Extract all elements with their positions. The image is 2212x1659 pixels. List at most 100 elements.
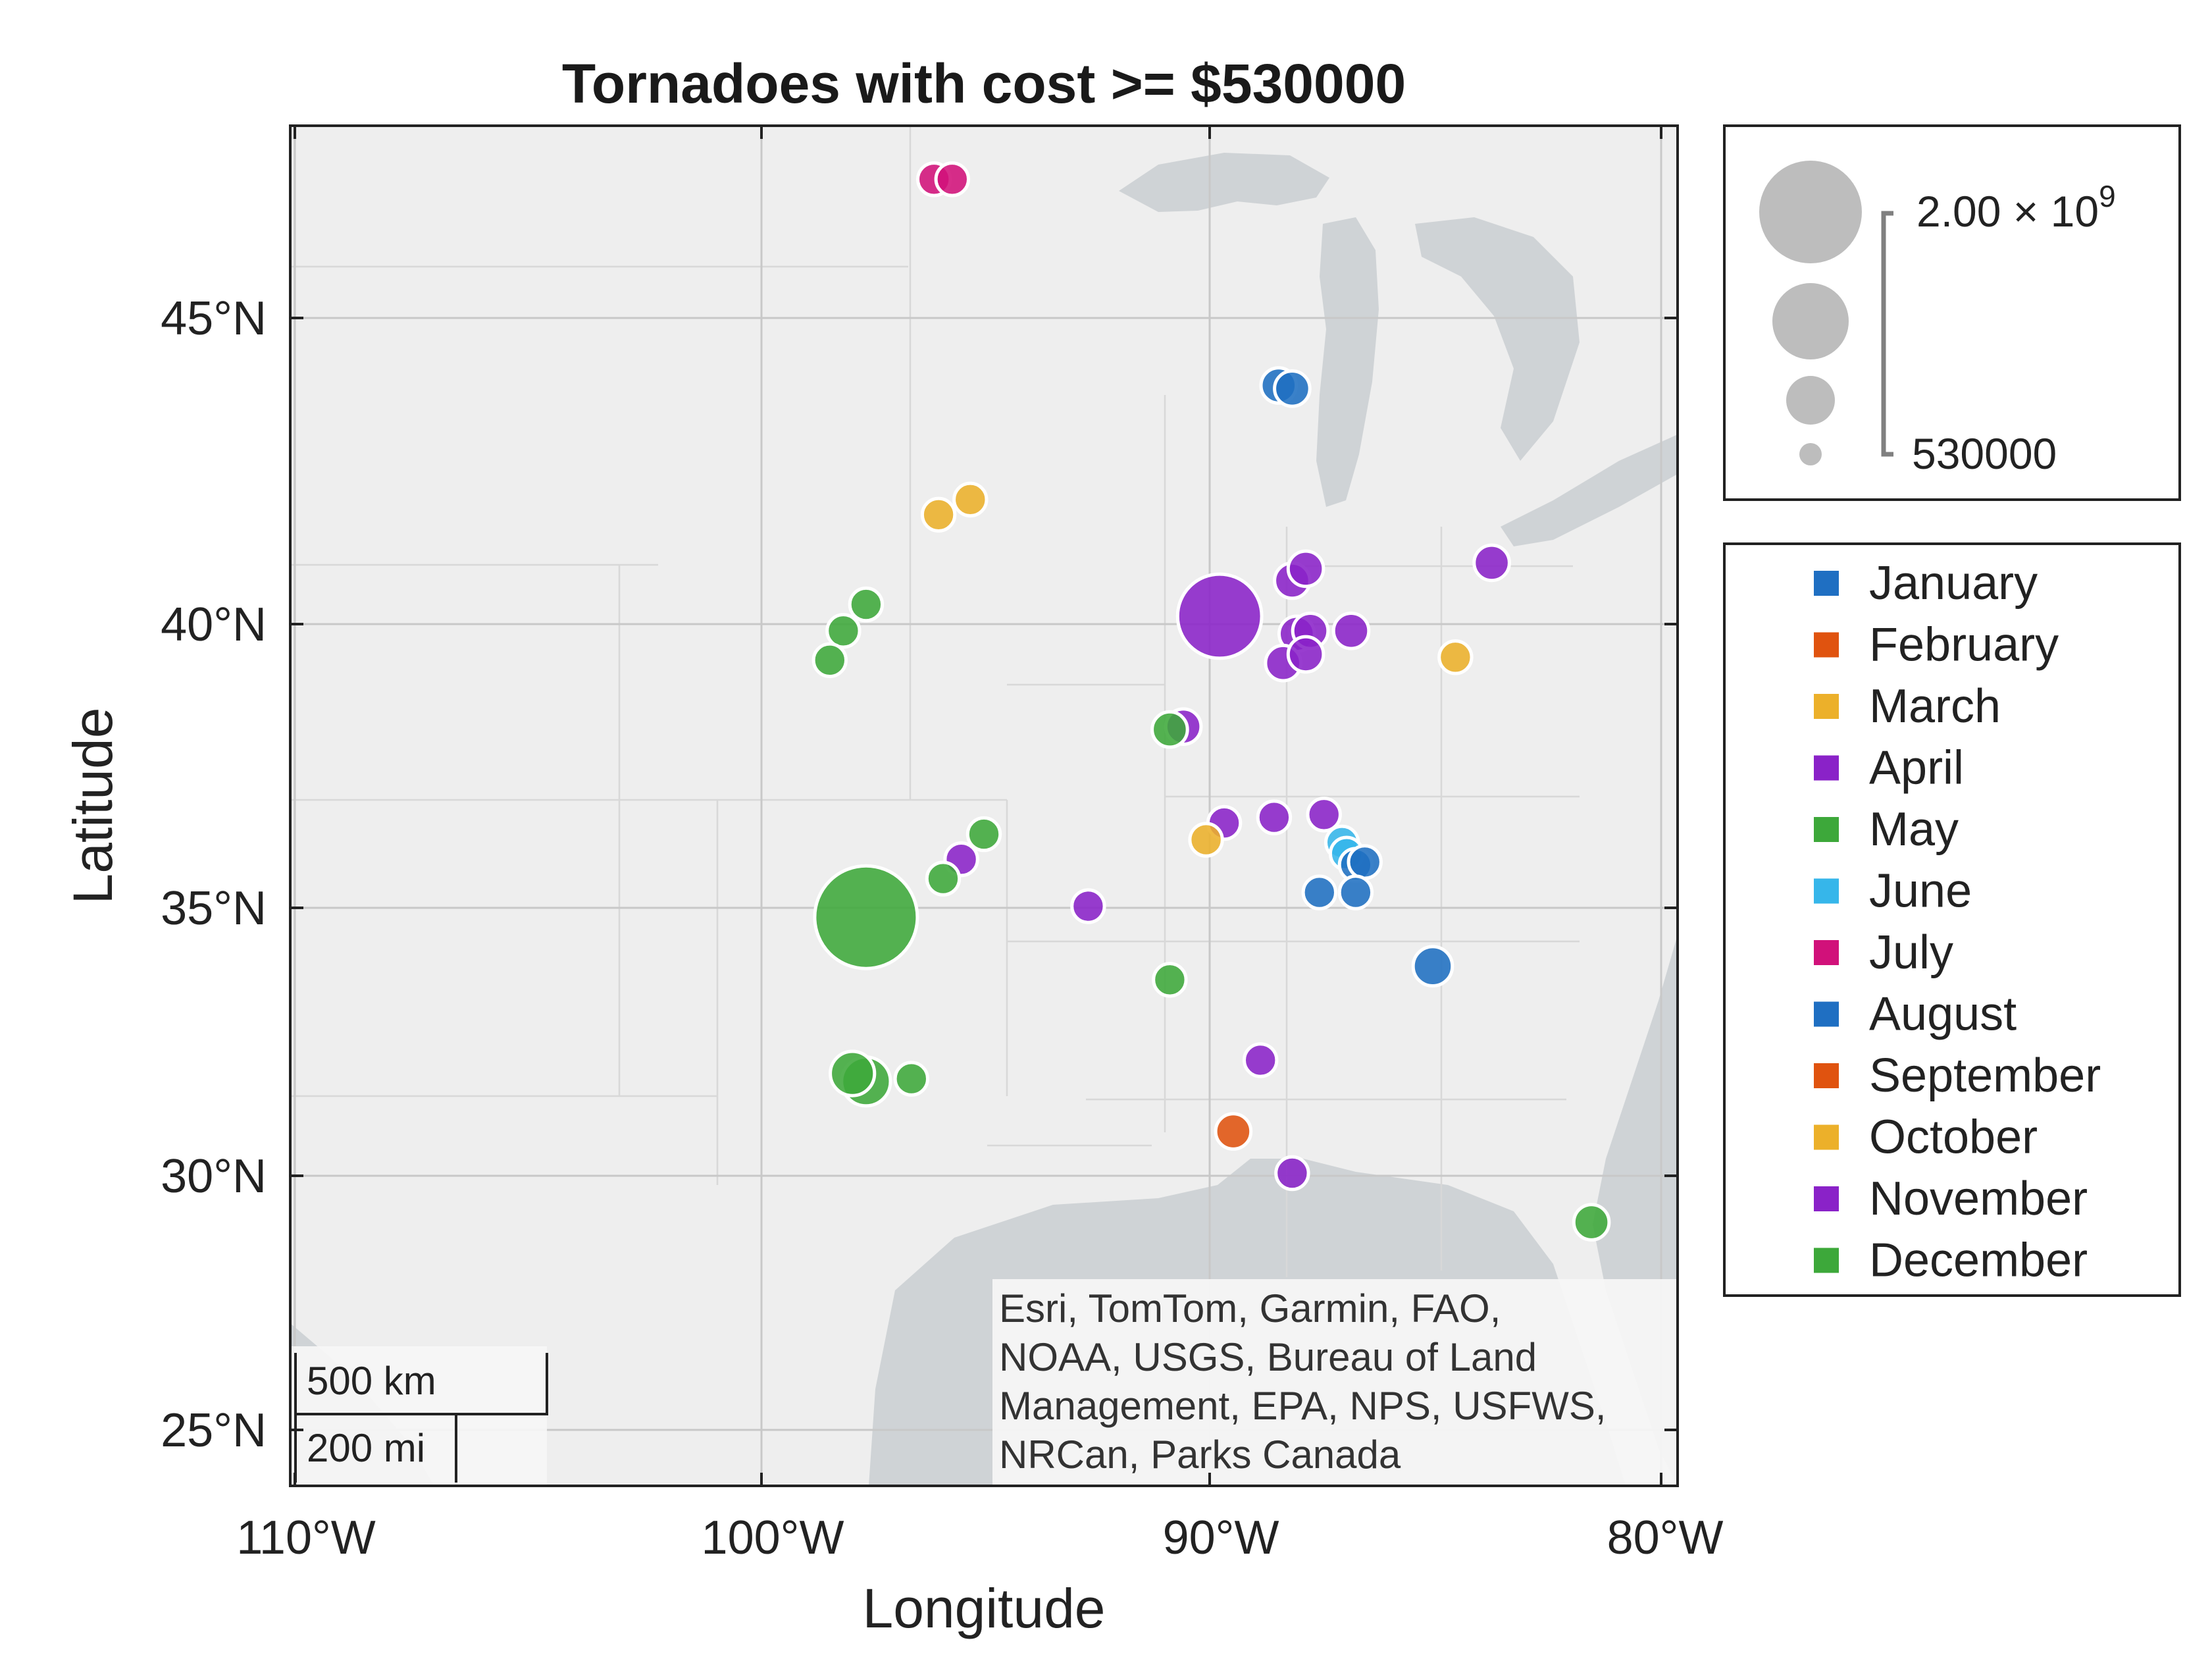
x-axis-label: Longitude (862, 1577, 1105, 1639)
tornado-point-march (1437, 639, 1474, 675)
legend-label-july: July (1869, 926, 1953, 979)
legend-swatch-july (1814, 940, 1839, 965)
legend-label-december: December (1869, 1234, 2088, 1287)
legend-label-october: October (1869, 1111, 2038, 1164)
tornado-point-march (952, 481, 989, 517)
attribution-line-1: Esri, TomTom, Garmin, FAO, (999, 1286, 1501, 1330)
legend-label-march: March (1869, 680, 2001, 733)
tornado-point-january (1411, 945, 1454, 988)
tornado-point-march (920, 496, 957, 533)
legend-label-august: August (1869, 988, 2017, 1041)
tornado-point-april (1256, 799, 1293, 835)
tornado-point-august (1337, 874, 1374, 910)
tornado-point-april (1472, 543, 1511, 583)
tornado-point-may (1152, 962, 1188, 998)
x-tick-label: 90°W (1163, 1512, 1279, 1564)
size-legend-min-label: 530000 (1912, 429, 2057, 478)
legend-label-january: January (1869, 557, 2038, 610)
size-legend-circle-xl (1759, 161, 1862, 263)
y-tick-label: 35°N (161, 882, 267, 935)
tornado-point-april (1286, 635, 1325, 674)
x-tick-labels: 110°W 100°W 90°W 80°W (236, 1512, 1723, 1564)
legend-swatch-february (1814, 632, 1839, 658)
color-legend: January February March April May June July Augu… (1723, 542, 2181, 1297)
tornado-point-august (1347, 844, 1383, 880)
size-legend: 2.00 × 109 530000 (1723, 124, 2181, 501)
tornado-point-october (1188, 822, 1224, 858)
attribution-line-4: NRCan, Parks Canada (999, 1433, 1401, 1477)
tornado-point-may (925, 860, 962, 897)
tornado-point-august (1301, 874, 1338, 910)
tornado-point-april (1331, 612, 1371, 650)
tornado-point-may (811, 642, 848, 678)
legend-label-september: September (1869, 1049, 2101, 1102)
state-boundaries (290, 126, 1580, 1277)
legend-swatch-january (1814, 571, 1839, 596)
legend-label-june: June (1869, 865, 1972, 918)
tornado-point-may (825, 613, 862, 649)
tornado-point-may (829, 1049, 877, 1097)
legend-swatch-april (1814, 755, 1839, 781)
legend-items: January February March April May June July Augu… (1814, 557, 2101, 1287)
attribution-line-2: NOAA, USGS, Bureau of Land (999, 1335, 1537, 1379)
scalebar-mi-label: 200 mi (307, 1426, 425, 1470)
legend-swatch-september (1814, 1063, 1839, 1088)
size-legend-max-exp: 9 (2099, 179, 2116, 213)
tornado-point-may (1150, 710, 1189, 749)
x-tick-label: 80°W (1607, 1512, 1724, 1564)
y-tick-label: 45°N (161, 292, 267, 345)
attribution-box (992, 1279, 1678, 1486)
tornado-point-april (1306, 797, 1342, 833)
legend-label-may: May (1869, 803, 1959, 856)
lake-superior (1119, 153, 1329, 212)
tornado-point-may (893, 1061, 930, 1097)
tornado-point-september (1214, 1112, 1253, 1151)
size-legend-max-label: 2.00 × 109 (1916, 179, 2116, 236)
color-legend-box (1723, 542, 2181, 1297)
scalebar-mi (294, 1413, 457, 1483)
size-legend-max-base: 2.00 × 10 (1916, 187, 2099, 236)
tornado-point-may (848, 586, 885, 623)
y-tick-label: 30°N (161, 1150, 267, 1203)
tornado-point-may (965, 816, 1002, 853)
size-legend-bracket (1881, 211, 1893, 457)
legend-label-april: April (1869, 742, 1964, 795)
attribution-line-3: Management, EPA, NPS, USFWS, (999, 1384, 1607, 1428)
tornado-point-april (1286, 549, 1325, 589)
points-layer (811, 161, 1611, 1242)
tornado-point-july (934, 161, 971, 198)
legend-swatch-august (1814, 1001, 1839, 1027)
tornado-point-april (1175, 572, 1264, 660)
tornado-point-april (1274, 1155, 1310, 1192)
size-legend-circle-m (1786, 376, 1835, 425)
scalebar-box (290, 1346, 547, 1486)
chart-title: Tornadoes with cost >= $530000 (562, 53, 1406, 115)
lake-erie (1501, 434, 1678, 546)
legend-swatch-december (1814, 1248, 1839, 1273)
legend-swatch-october (1814, 1124, 1839, 1150)
tornado-point-april (1070, 888, 1106, 924)
size-legend-circle-s (1799, 443, 1822, 465)
plot-frame (289, 124, 1679, 1487)
tornado-point-may (1572, 1203, 1611, 1242)
x-tick-label: 100°W (702, 1512, 844, 1564)
y-tick-label: 25°N (161, 1404, 267, 1457)
y-tick-label: 40°N (161, 598, 267, 651)
y-tick-labels: 25°N 30°N 35°N 40°N 45°N (161, 292, 267, 1457)
legend-swatch-march (1814, 694, 1839, 719)
tornado-point-january (1273, 369, 1312, 408)
legend-swatch-june (1814, 878, 1839, 904)
scalebar-km-label: 500 km (307, 1359, 436, 1403)
axis-ticks (290, 126, 1678, 1486)
legend-label-february: February (1869, 619, 2059, 672)
legend-label-november: November (1869, 1172, 2088, 1225)
legend-swatch-november (1814, 1186, 1839, 1211)
size-legend-circle-l (1772, 283, 1849, 359)
tornado-point-may (813, 864, 919, 970)
map-area: Esri, TomTom, Garmin, FAO, NOAA, USGS, B… (290, 126, 1678, 1486)
legend-swatch-may (1814, 817, 1839, 842)
lake-huron (1415, 217, 1580, 461)
tornado-point-april (1243, 1042, 1279, 1078)
lake-michigan (1316, 217, 1379, 507)
